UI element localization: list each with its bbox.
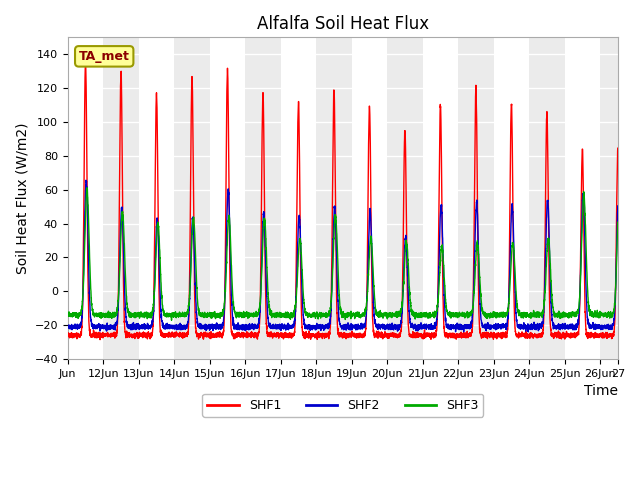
SHF1 bbox=[210, 335, 218, 340]
X-axis label: Time: Time bbox=[584, 384, 618, 398]
SHF2 bbox=[524, 329, 532, 335]
SHF1 bbox=[458, 332, 466, 338]
SHF1 bbox=[566, 332, 574, 338]
SHF1 bbox=[230, 335, 237, 340]
SHF1 bbox=[82, 58, 90, 63]
Bar bbox=[458, 37, 493, 359]
Line: SHF2: SHF2 bbox=[68, 180, 618, 332]
SHF2 bbox=[82, 177, 90, 183]
Bar bbox=[529, 37, 564, 359]
SHF2 bbox=[614, 203, 621, 209]
SHF3 bbox=[614, 219, 621, 225]
SHF3 bbox=[566, 313, 574, 319]
SHF2 bbox=[566, 323, 574, 329]
Line: SHF1: SHF1 bbox=[68, 60, 618, 340]
SHF3 bbox=[168, 317, 175, 323]
SHF2 bbox=[516, 324, 524, 329]
SHF3 bbox=[64, 313, 72, 319]
SHF1 bbox=[106, 334, 113, 339]
Bar bbox=[174, 37, 210, 359]
SHF2 bbox=[458, 323, 466, 329]
SHF3 bbox=[516, 310, 524, 315]
SHF1 bbox=[64, 332, 72, 337]
SHF2 bbox=[209, 324, 217, 330]
SHF2 bbox=[230, 317, 237, 323]
Y-axis label: Soil Heat Flux (W/m2): Soil Heat Flux (W/m2) bbox=[15, 122, 29, 274]
Text: TA_met: TA_met bbox=[79, 50, 130, 63]
Line: SHF3: SHF3 bbox=[68, 188, 618, 320]
Title: Alfalfa Soil Heat Flux: Alfalfa Soil Heat Flux bbox=[257, 15, 429, 33]
SHF3 bbox=[210, 310, 218, 315]
SHF3 bbox=[458, 311, 466, 316]
SHF1 bbox=[96, 337, 104, 343]
SHF2 bbox=[106, 325, 113, 331]
SHF3 bbox=[106, 315, 113, 321]
Bar bbox=[600, 37, 636, 359]
Bar bbox=[103, 37, 139, 359]
SHF3 bbox=[230, 301, 237, 307]
Bar bbox=[316, 37, 352, 359]
Legend: SHF1, SHF2, SHF3: SHF1, SHF2, SHF3 bbox=[202, 394, 483, 417]
Bar bbox=[387, 37, 422, 359]
SHF1 bbox=[614, 145, 621, 151]
SHF3 bbox=[83, 185, 91, 191]
SHF2 bbox=[64, 324, 72, 330]
SHF1 bbox=[516, 331, 524, 337]
Bar bbox=[245, 37, 281, 359]
